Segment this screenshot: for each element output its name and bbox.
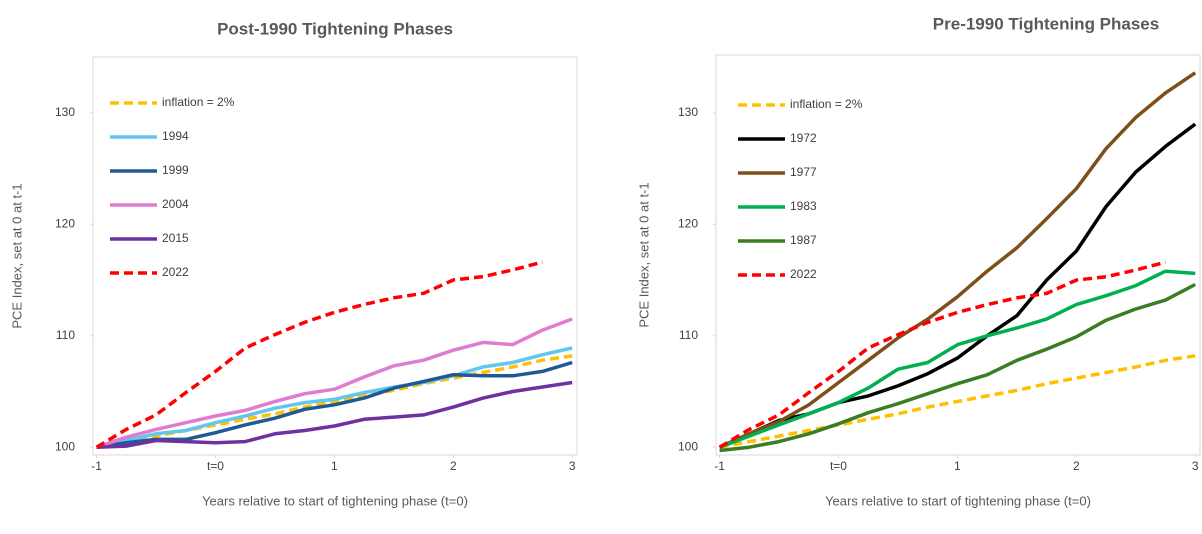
x-axis-title: Years relative to start of tightening ph… (202, 493, 468, 508)
legend-label: 1987 (790, 233, 817, 247)
series-line (718, 71, 1197, 449)
x-tick-label: t=0 (207, 459, 224, 473)
x-tick-label: 1 (954, 459, 961, 473)
x-tick-label: 3 (569, 459, 576, 473)
legend-label: 1983 (790, 199, 817, 213)
x-tick-label: t=0 (830, 459, 847, 473)
y-axis-title: PCE Index, set at 0 at t-1 (9, 183, 24, 328)
chart-title: Pre-1990 Tightening Phases (933, 14, 1159, 33)
series-line (718, 260, 1166, 449)
series-line (96, 380, 573, 449)
y-axis-title: PCE Index, set at 0 at t-1 (636, 182, 651, 327)
x-tick-label: 1 (331, 459, 338, 473)
series-line (96, 354, 573, 449)
legend-label: 1999 (162, 163, 189, 177)
chart-title: Post-1990 Tightening Phases (217, 19, 453, 38)
y-tick-label: 110 (679, 328, 698, 342)
x-axis-title: Years relative to start of tightening ph… (825, 493, 1091, 508)
series-line (96, 317, 573, 449)
x-tick-label: 3 (1192, 459, 1199, 473)
plot-area (715, 54, 1201, 456)
series-line (96, 346, 573, 449)
x-tick-label: -1 (91, 459, 102, 473)
series-line (719, 354, 1196, 449)
y-tick-label: 120 (55, 216, 75, 230)
y-tick-label: 100 (678, 439, 698, 453)
legend-label: 2022 (162, 265, 189, 279)
legend-label: 2022 (790, 267, 817, 281)
series-line (718, 269, 1196, 449)
x-tick-label: -1 (714, 459, 725, 473)
legend-label: 2015 (162, 231, 189, 245)
x-tick-label: 2 (1073, 459, 1080, 473)
y-tick-label: 130 (55, 105, 75, 119)
y-tick-label: 130 (678, 105, 698, 119)
y-tick-label: 120 (678, 217, 698, 231)
legend-label: 1994 (162, 129, 189, 143)
legend-label: inflation = 2% (162, 95, 235, 109)
legend-label: 1972 (790, 131, 817, 145)
legend-label: 1977 (790, 165, 817, 179)
plot-area (92, 56, 578, 456)
x-tick-label: 2 (450, 459, 457, 473)
y-tick-label: 100 (55, 439, 75, 453)
series-line (96, 360, 573, 449)
series-line (719, 282, 1197, 453)
legend-label: inflation = 2% (790, 97, 863, 111)
series-line (95, 260, 543, 449)
y-tick-label: 110 (56, 328, 75, 342)
legend-label: 2004 (162, 197, 189, 211)
